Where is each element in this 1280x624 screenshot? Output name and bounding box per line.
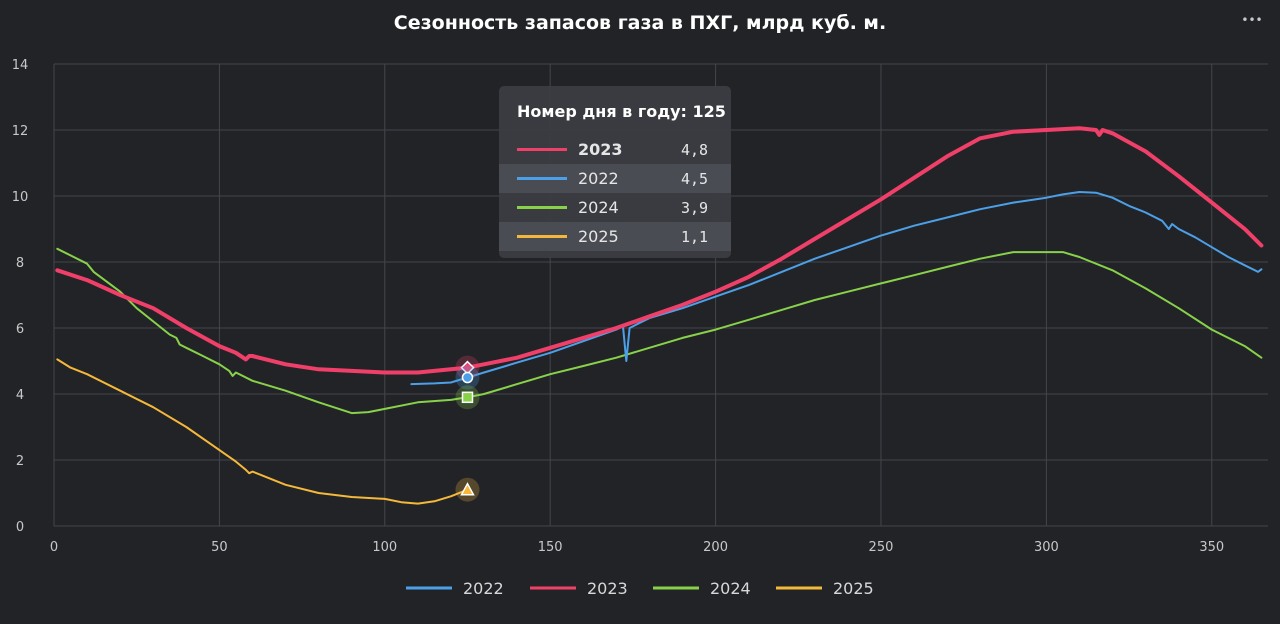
y-tick-label: 12	[12, 124, 29, 139]
x-tick-label: 200	[703, 540, 728, 555]
hover-point-2025	[460, 482, 475, 496]
x-tick-label: 250	[869, 540, 894, 555]
legend-item-2025: 2025	[833, 579, 874, 598]
y-tick-label: 14	[12, 58, 29, 73]
x-tick-label: 0	[50, 540, 58, 555]
series-line-2025	[56, 358, 469, 505]
tooltip: Номер дня в году: 125 2023 4,8 2022 4,5 2024 3…	[499, 86, 731, 258]
tooltip-series-name: 2022	[578, 169, 619, 188]
tooltip-value: 4,5	[681, 170, 708, 188]
y-tick-label: 10	[12, 190, 29, 205]
legend-item-2022: 2022	[463, 579, 504, 598]
y-tick-label: 4	[16, 388, 24, 403]
hover-point-2022	[461, 371, 474, 384]
x-axis: 0 50 100 150 200 250 300 350	[50, 540, 1224, 555]
series-line-2024	[56, 247, 1263, 415]
tooltip-series-name: 2025	[578, 227, 619, 246]
y-tick-label: 8	[16, 256, 24, 271]
y-tick-label: 0	[16, 520, 24, 535]
series-line-2023	[55, 126, 1264, 375]
x-tick-label: 50	[211, 540, 228, 555]
tooltip-series-name: 2023	[578, 140, 623, 159]
x-tick-label: 300	[1034, 540, 1059, 555]
tooltip-value: 1,1	[681, 228, 708, 246]
chart-title: Сезонность запасов газа в ПХГ, млрд куб.…	[394, 12, 886, 34]
series-layer	[55, 126, 1264, 505]
tooltip-title: Номер дня в году: 125	[517, 102, 726, 121]
more-horizontal-icon[interactable]: •••	[1241, 13, 1262, 27]
x-tick-label: 350	[1199, 540, 1224, 555]
tooltip-value: 4,8	[681, 141, 708, 159]
tooltip-value: 3,9	[681, 199, 708, 217]
legend-item-2023: 2023	[587, 579, 628, 598]
tooltip-series-name: 2024	[578, 198, 619, 217]
legend: 2022 2023 2024 2025	[406, 579, 874, 598]
y-axis: 0 2 4 6 8 10 12 14	[12, 58, 29, 535]
legend-item-2024: 2024	[710, 579, 751, 598]
y-tick-label: 2	[16, 454, 24, 469]
x-tick-label: 150	[538, 540, 563, 555]
hover-point-2024	[461, 391, 474, 404]
hover-markers	[455, 355, 480, 502]
x-tick-label: 100	[372, 540, 397, 555]
y-tick-label: 6	[16, 322, 24, 337]
series-line-2022	[410, 191, 1263, 386]
